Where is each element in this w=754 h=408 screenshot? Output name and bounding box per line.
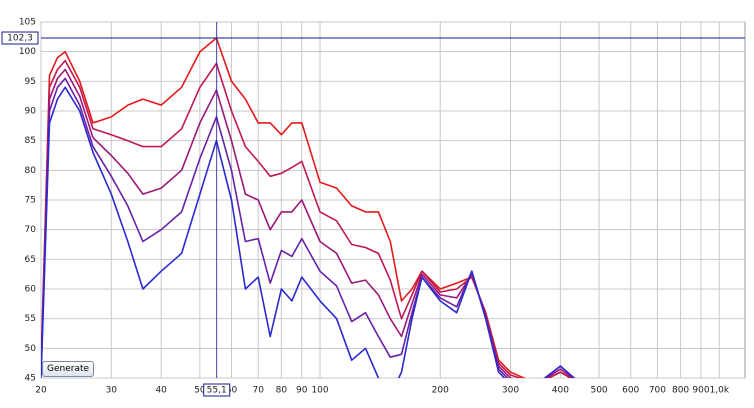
cursor-y-box (1, 31, 39, 45)
y-tick-label: 55 (25, 314, 36, 324)
y-tick-label: 90 (25, 107, 37, 117)
x-tick-label: 200 (432, 386, 449, 396)
x-tick-label: 700 (649, 386, 666, 396)
generate-button[interactable]: Generate (42, 361, 95, 377)
x-tick-label: 900 (692, 386, 709, 396)
x-tick-label: 20 (35, 386, 47, 396)
y-tick-label: 85 (25, 136, 36, 146)
y-tick-label: 105 (19, 18, 36, 28)
y-tick-label: 95 (25, 77, 36, 87)
x-tick-label: 50 (194, 386, 206, 396)
y-tick-label: 65 (25, 255, 36, 265)
y-tick-label: 80 (25, 166, 37, 176)
x-tick-label: 800 (672, 386, 689, 396)
y-tick-label: 60 (25, 285, 37, 295)
response-curve (41, 86, 576, 378)
x-tick-label: 80 (276, 386, 288, 396)
cursor-x-label: 55,1 (207, 386, 227, 396)
y-tick-label: 75 (25, 196, 36, 206)
x-tick-label: 70 (252, 386, 264, 396)
x-tick-label: 60 (226, 386, 238, 396)
x-tick-label: 90 (296, 386, 308, 396)
x-tick-label: 300 (502, 386, 519, 396)
x-tick-label: 500 (590, 386, 607, 396)
y-tick-label: 45 (25, 374, 36, 384)
x-tick-label: 400 (552, 386, 569, 396)
x-tick-label: 1,0k (710, 386, 730, 396)
y-tick-label: 50 (25, 344, 37, 354)
cursor-x-box (203, 383, 231, 397)
x-tick-label: 600 (622, 386, 639, 396)
y-tick-label: 100 (19, 47, 36, 57)
y-tick-label: 70 (25, 225, 37, 235)
cursor-y-label: 102,3 (7, 34, 33, 44)
x-tick-label: 30 (106, 386, 118, 396)
x-tick-label: 40 (155, 386, 167, 396)
x-tick-label: 100 (311, 386, 328, 396)
